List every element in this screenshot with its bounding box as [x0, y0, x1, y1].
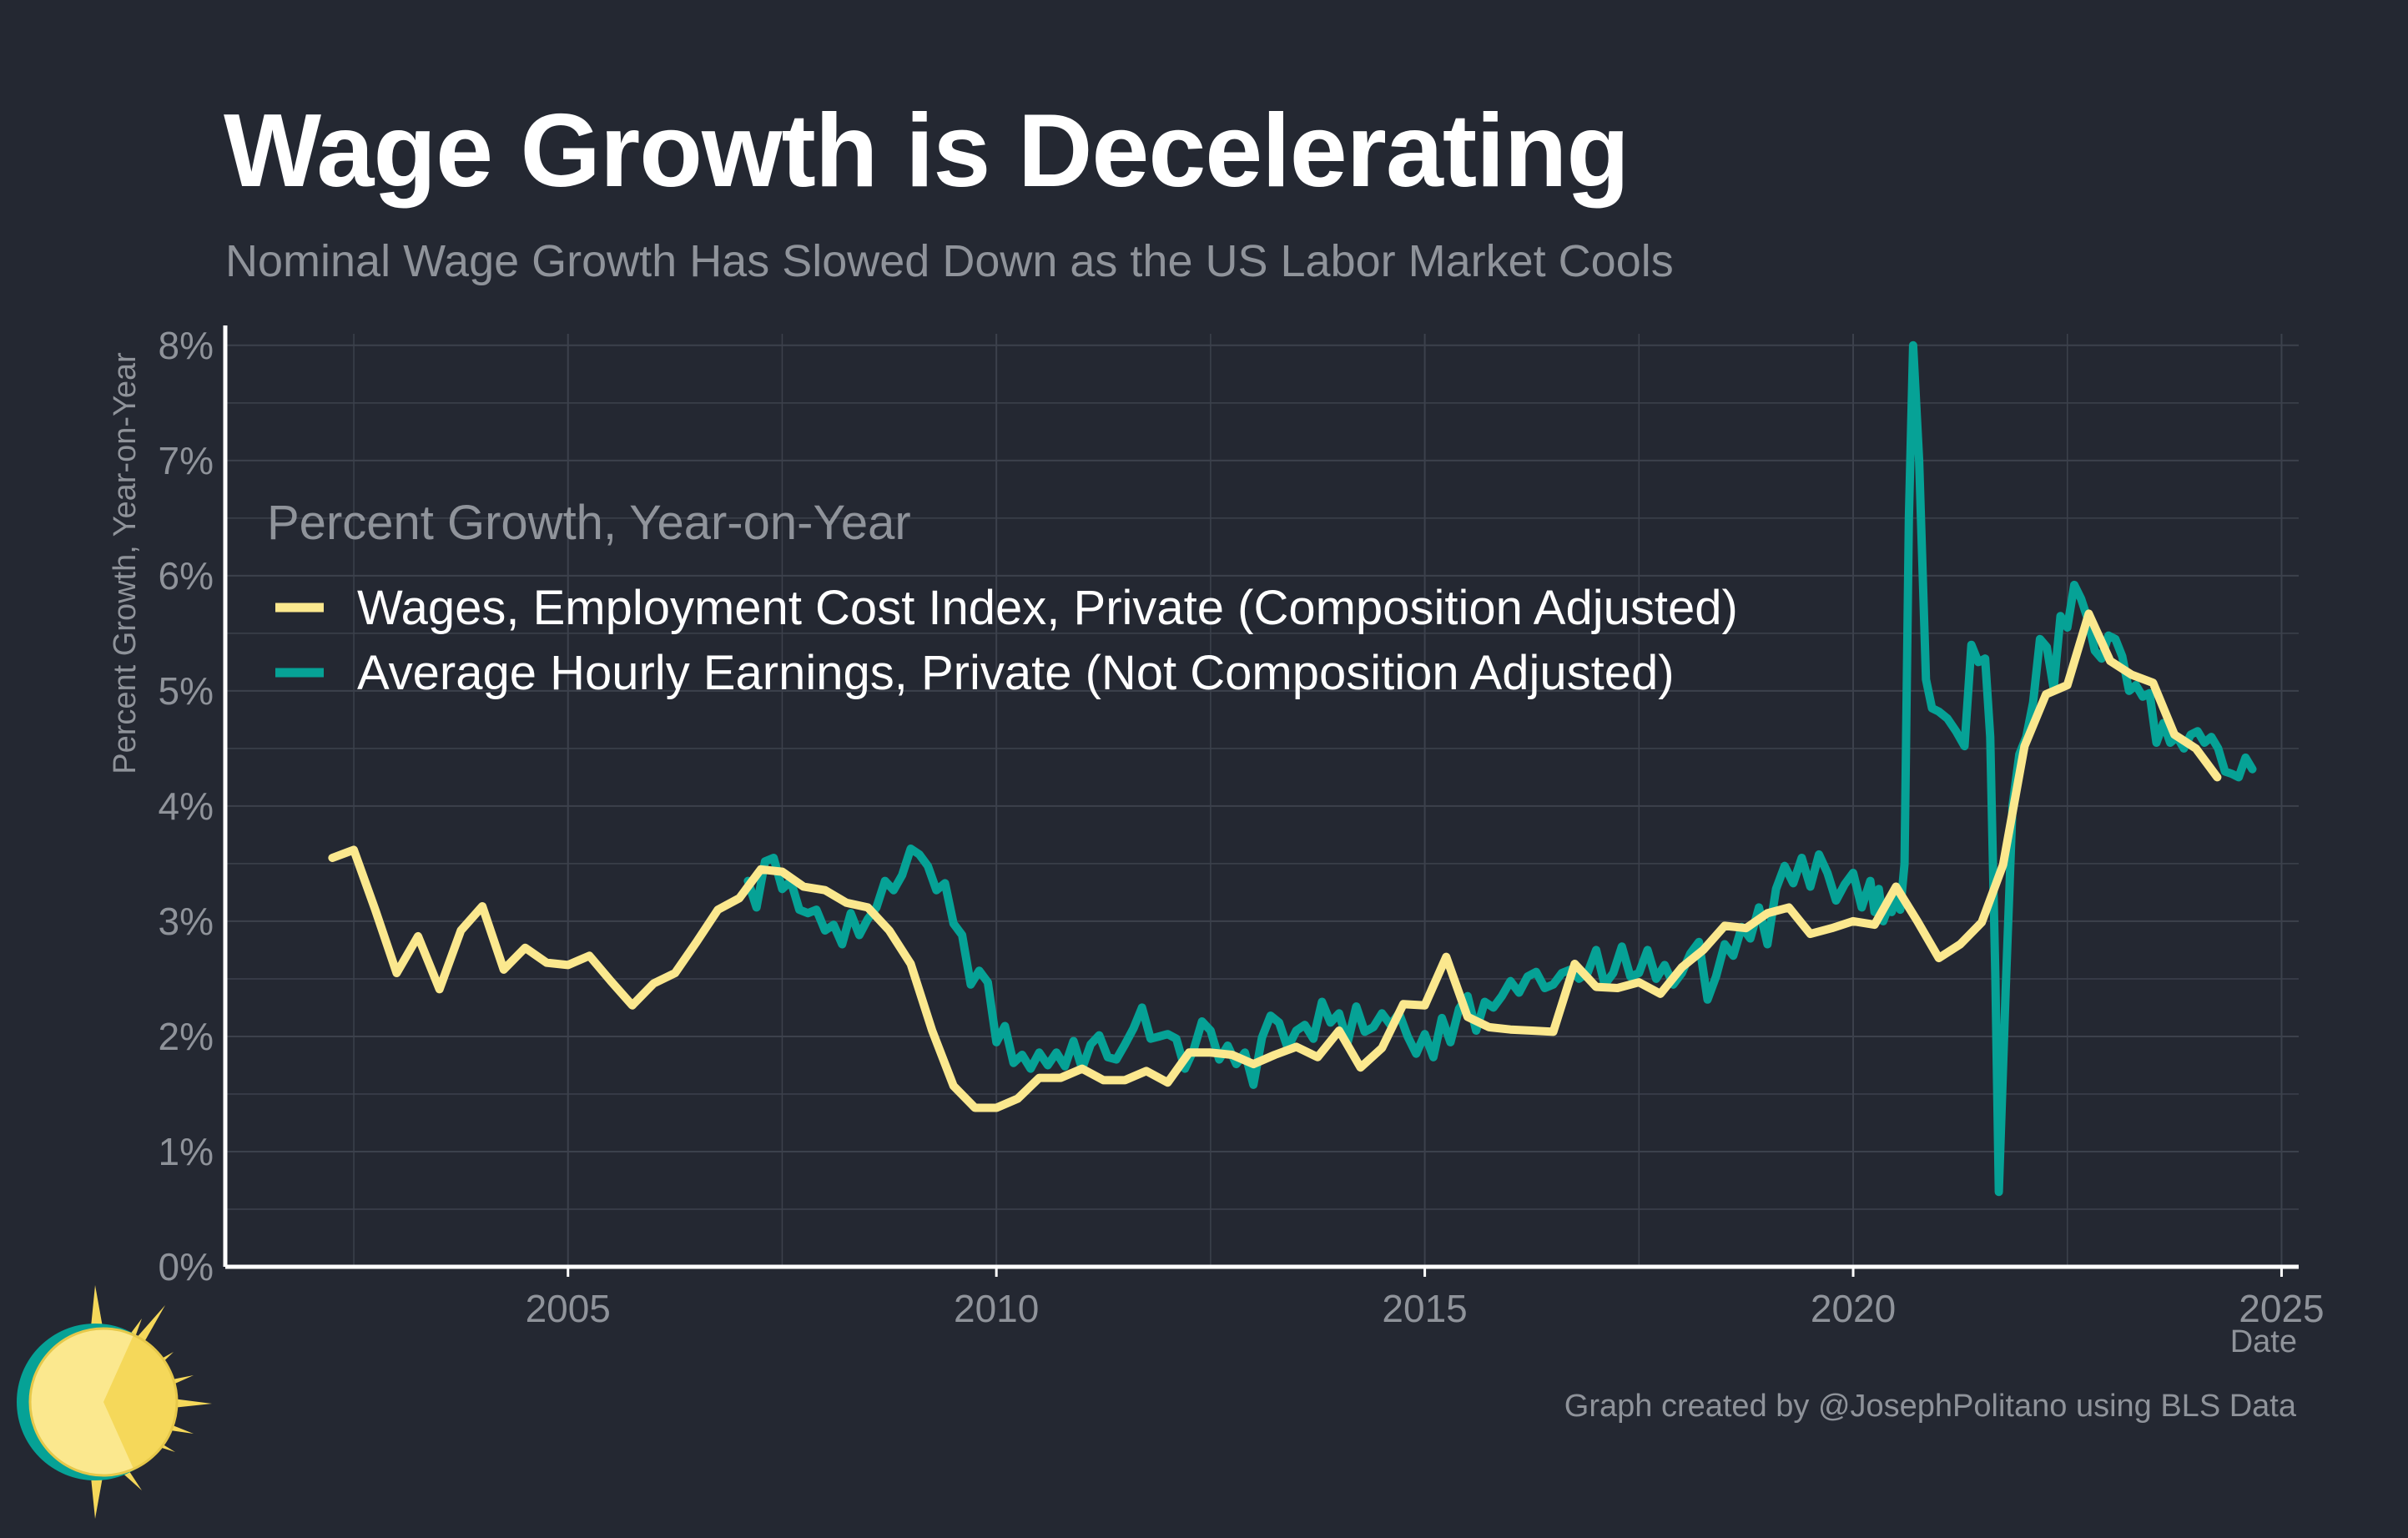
series-layer — [328, 340, 2257, 1197]
y-tick-label: 6% — [159, 554, 214, 598]
chart-subtitle: Nominal Wage Growth Has Slowed Down as t… — [225, 236, 1674, 286]
legend-entry-label: Wages, Employment Cost Index, Private (C… — [357, 581, 1738, 635]
y-tick-label: 2% — [159, 1015, 214, 1058]
x-axis-label: Date — [2230, 1324, 2297, 1359]
legend-entry-label: Average Hourly Earnings, Private (Not Co… — [357, 646, 1675, 700]
sun-logo-icon — [17, 1285, 212, 1519]
y-tick-label: 4% — [159, 784, 214, 828]
y-tick-label: 5% — [159, 669, 214, 713]
grid — [225, 334, 2299, 1267]
y-tick-label: 3% — [159, 900, 214, 943]
x-tick-label: 2020 — [1811, 1287, 1896, 1330]
x-tick-label: 2025 — [2239, 1287, 2324, 1330]
axes: 0% 1% 2% 3% 4% 5% 6% 7% 8% 2005 2010 2015 2020 2025Da… — [108, 324, 2325, 1359]
x-tick-label: 2010 — [954, 1287, 1039, 1330]
legend-title: Percent Growth, Year-on-Year — [267, 496, 911, 550]
legend: Percent Growth, Year-on-Year Wages, Emplo… — [267, 496, 1738, 700]
x-tick-label: 2005 — [526, 1287, 611, 1330]
series-line-eci-wages — [328, 609, 2222, 1112]
source-caption: Graph created by @JosephPolitano using B… — [1564, 1389, 2296, 1424]
y-tick-label: 0% — [159, 1245, 214, 1288]
chart-title: Wage Growth is Decelerating — [224, 93, 1630, 209]
y-tick-label: 7% — [159, 439, 214, 482]
y-tick-label: 8% — [159, 324, 214, 367]
y-tick-label: 1% — [159, 1130, 214, 1173]
series-line-average-hourly-earnings — [743, 340, 2257, 1197]
y-axis-label: Percent Growth, Year-on-Year — [108, 352, 143, 774]
x-tick-label: 2015 — [1382, 1287, 1467, 1330]
